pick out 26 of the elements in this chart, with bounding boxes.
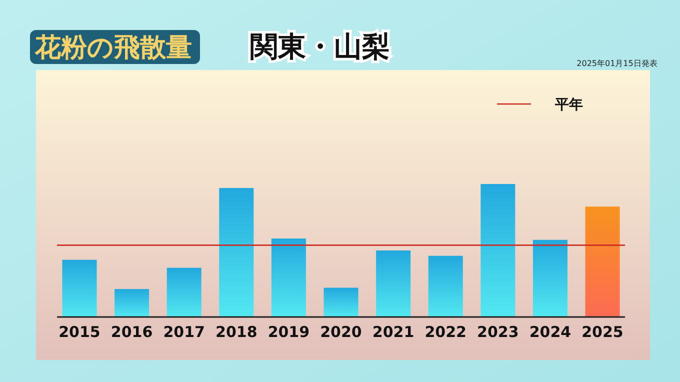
bar <box>166 268 202 317</box>
x-tick-label: 2023 <box>477 323 519 341</box>
chart-title: 花粉の飛散量 <box>34 33 192 63</box>
x-tick-label: 2024 <box>529 323 572 341</box>
bar <box>324 288 358 317</box>
x-tick-label: 2016 <box>110 323 153 341</box>
bar <box>271 238 306 317</box>
x-tick-label: 2018 <box>216 323 258 341</box>
legend-label: 平年 <box>554 97 583 113</box>
x-tick-label: 2022 <box>424 323 466 341</box>
x-tick-label: 2025 <box>582 323 624 341</box>
bar <box>532 240 568 317</box>
x-tick-label: 2019 <box>268 323 310 341</box>
bar <box>428 256 463 317</box>
x-tick-label: 2020 <box>320 323 362 341</box>
bar <box>480 184 516 317</box>
x-tick-label: 2017 <box>163 323 205 341</box>
bar <box>585 206 620 317</box>
x-tick-label: 2021 <box>372 323 414 341</box>
bar <box>219 188 254 317</box>
bar <box>376 250 411 317</box>
bar <box>114 289 150 317</box>
bar <box>62 260 97 317</box>
x-tick-label: 2015 <box>58 323 100 341</box>
chart-subtitle: 関東・山梨 <box>250 30 390 63</box>
text: 2025年01月15日発表 <box>576 59 658 68</box>
